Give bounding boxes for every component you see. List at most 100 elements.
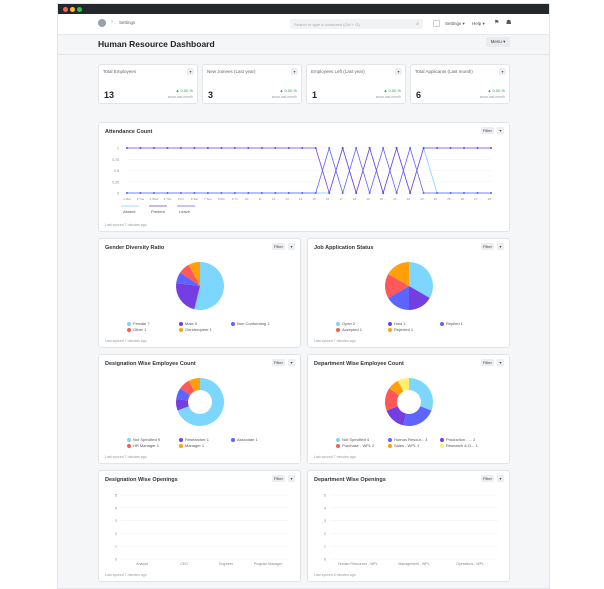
- data-point-present: [422, 147, 425, 149]
- legend-item: Accepted 1: [336, 327, 362, 332]
- filter-button[interactable]: Filter: [272, 475, 285, 482]
- help-menu[interactable]: Help ▾: [472, 21, 485, 26]
- x-tick-label: 8 Mo: [218, 197, 225, 201]
- data-point-present: [287, 147, 290, 149]
- filter-button[interactable]: Filter: [272, 243, 285, 250]
- filter-button[interactable]: Filter: [481, 243, 494, 250]
- slice-research-d-: [397, 378, 409, 392]
- legend-label-leave: Leave: [179, 209, 191, 214]
- legend-swatch: [179, 437, 183, 442]
- chart-title: Gender Diversity Ratio: [105, 245, 165, 251]
- card-dropdown-icon[interactable]: ▾: [497, 243, 504, 250]
- legend-swatch: [388, 437, 392, 442]
- y-tick-label: 0: [115, 558, 117, 562]
- data-point-present: [139, 147, 142, 149]
- chart-title: Department Wise Employee Count: [314, 361, 404, 367]
- card-dropdown-icon[interactable]: ▾: [497, 127, 504, 134]
- close-window-dot[interactable]: [63, 7, 68, 12]
- card-dropdown-icon[interactable]: ▾: [288, 359, 295, 366]
- minimize-window-dot[interactable]: [70, 7, 75, 12]
- filter-button[interactable]: Filter: [481, 127, 494, 134]
- card-dropdown-icon[interactable]: ▾: [187, 68, 194, 75]
- notifications-toggle[interactable]: [433, 20, 440, 27]
- card-dropdown-icon[interactable]: ▾: [291, 68, 298, 75]
- legend-item: Male 3: [179, 321, 197, 326]
- legend-item: Not Specified 4: [336, 437, 369, 442]
- legend-item: Manager 1: [179, 443, 204, 448]
- user-avatar-icon[interactable]: ☗: [506, 20, 512, 26]
- legend-swatch: [127, 321, 131, 326]
- menu-button[interactable]: Menu ▾: [486, 37, 510, 47]
- number-card-total-applicants[interactable]: Total Applicants (Last month) ▾ 6 ▲ 0.00…: [410, 64, 510, 104]
- data-point-leave: [247, 192, 250, 194]
- card-dropdown-icon[interactable]: ▾: [497, 359, 504, 366]
- data-point-present: [206, 147, 209, 149]
- card-dropdown-icon[interactable]: ▾: [288, 243, 295, 250]
- designation-openings-bar-chart: 5 4 3 2 1 0 Analyst CEO Engineer Program Manager: [115, 494, 289, 566]
- data-point-present: [152, 147, 155, 149]
- data-point-leave: [166, 192, 169, 194]
- search-input[interactable]: Search or type a command (Ctrl + G) ⌕: [290, 19, 423, 29]
- legend-swatch: [440, 443, 444, 448]
- maximize-window-dot[interactable]: [77, 7, 82, 12]
- legend-item: Sales - WPL 1: [388, 443, 419, 448]
- data-point-present: [476, 147, 479, 149]
- x-tick-label: 24 ...: [434, 197, 441, 201]
- slice-not-specified: [177, 378, 224, 426]
- legend-label: Researcher 1: [185, 437, 210, 442]
- number-card-total-employees[interactable]: Total Employees ▾ 13 ▲ 0.00 % since last…: [98, 64, 198, 104]
- chart-title: Job Application Status: [314, 245, 374, 251]
- chart-title: Designation Wise Openings: [105, 477, 178, 483]
- x-tick-label: Management - WPL: [398, 562, 429, 566]
- filter-button[interactable]: Filter: [481, 475, 494, 482]
- data-point-leave: [126, 192, 128, 194]
- x-tick-label: 6 Sat: [191, 197, 198, 201]
- y-tick-label: 5: [324, 494, 326, 498]
- department-legend: Not Specified 4 Human Resour... 3 Producti…: [308, 355, 511, 465]
- legend-item: Replied 1: [440, 321, 463, 326]
- number-card-new-joinees[interactable]: New Joinees (Last year) ▾ 3 ▲ 0.00 % sin…: [202, 64, 302, 104]
- number-card-since: since last month: [271, 95, 297, 99]
- y-tick-label: 3: [115, 519, 117, 523]
- attendance-chart-card: Attendance Count Filter ▾ 1 0.75 0.5 0.25 0 1…: [98, 122, 510, 232]
- app-logo-icon[interactable]: [98, 19, 106, 27]
- y-tick-label: 4: [115, 506, 117, 510]
- y-tick-label: 0: [324, 558, 326, 562]
- chat-icon[interactable]: ⚑: [494, 20, 500, 26]
- data-point-leave: [260, 192, 263, 194]
- filter-button[interactable]: Filter: [481, 359, 494, 366]
- legend-item: HR Manager 1: [127, 443, 159, 448]
- legend-label: Purchase - WPL 2: [342, 443, 375, 448]
- window-titlebar: [58, 4, 549, 14]
- header-divider: [58, 54, 549, 55]
- settings-menu[interactable]: Settings ▾: [445, 21, 465, 26]
- department-openings-bar-chart: 5 4 3 2 1 0 Human Resources - WPL Management - …: [324, 494, 498, 566]
- breadcrumb-chevron-icon: ›: [111, 19, 113, 25]
- number-card-employees-left[interactable]: Employees Left (Last year) ▾ 1 ▲ 0.00 % …: [306, 64, 406, 104]
- card-dropdown-icon[interactable]: ▾: [288, 475, 295, 482]
- data-point-present: [490, 147, 492, 149]
- slice-production-: [386, 406, 407, 426]
- slice-human-resour-: [403, 406, 432, 426]
- card-dropdown-icon[interactable]: ▾: [395, 68, 402, 75]
- card-dropdown-icon[interactable]: ▾: [499, 68, 506, 75]
- slice-rejected: [388, 262, 409, 286]
- data-point-present: [449, 147, 452, 149]
- legend-swatch: [179, 443, 183, 448]
- legend-item: Associate 1: [231, 437, 258, 442]
- chart-title: Department Wise Openings: [314, 477, 386, 483]
- card-dropdown-icon[interactable]: ▾: [497, 475, 504, 482]
- legend-item: Genderqueer 1: [179, 327, 212, 332]
- data-point-leave: [395, 192, 398, 194]
- legend-label: Non Conforming 1: [237, 321, 270, 326]
- data-point-leave: [368, 192, 371, 194]
- breadcrumb[interactable]: Settings: [119, 20, 136, 25]
- data-point-present: [179, 147, 182, 149]
- legend-swatch: [388, 321, 392, 326]
- x-tick-label: 18 ...: [353, 197, 360, 201]
- data-point-leave: [179, 192, 182, 194]
- number-card-percent: ▲ 0.00 %: [175, 88, 193, 93]
- data-point-leave: [341, 192, 344, 194]
- filter-button[interactable]: Filter: [272, 359, 285, 366]
- number-card-value: 3: [208, 90, 214, 100]
